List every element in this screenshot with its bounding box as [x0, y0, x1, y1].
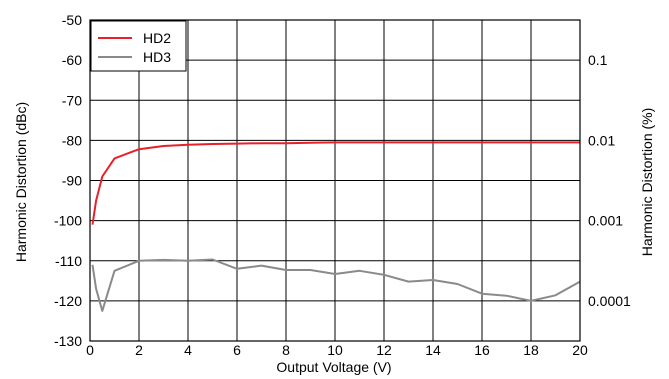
series-line-hd3 [91, 258, 581, 312]
y2-tick-label: 0.001 [588, 213, 623, 229]
x-tick-label: 16 [474, 342, 490, 358]
y-axis-title: Harmonic Distortion (dBc) [13, 102, 29, 262]
x-tick-label: 0 [86, 342, 94, 358]
y-tick-labels: -50 -60 -70 -80 -90 -100 -110 -120 -130 [54, 12, 82, 349]
legend-label-hd3: HD3 [143, 49, 171, 65]
x-tick-label: 10 [327, 342, 343, 358]
y-tick-label: -70 [62, 92, 82, 108]
x-tick-label: 4 [184, 342, 192, 358]
legend-label-hd2: HD2 [143, 30, 171, 46]
x-tick-label: 14 [425, 342, 441, 358]
x-tick-label: 2 [135, 342, 143, 358]
y2-tick-label: 0.1 [588, 52, 608, 68]
y-tick-label: -80 [62, 132, 82, 148]
y-tick-label: -120 [54, 293, 82, 309]
x-tick-label: 6 [233, 342, 241, 358]
y-tick-label: -110 [55, 253, 82, 269]
x-axis-title: Output Voltage (V) [276, 359, 391, 375]
y-tick-label: -90 [62, 173, 82, 189]
y-tick-label: -100 [54, 213, 82, 229]
grid [90, 20, 580, 341]
x-tick-labels: 0 2 4 6 8 10 12 14 16 18 20 [86, 342, 588, 358]
x-tick-label: 12 [376, 342, 392, 358]
y-tick-label: -60 [62, 52, 82, 68]
y2-axis-title: Harmonic Distortion (%) [639, 108, 655, 257]
x-tick-label: 8 [282, 342, 290, 358]
legend: HD2 HD3 [90, 20, 187, 72]
y-tick-label: -50 [62, 12, 82, 28]
y2-tick-labels: 0.1 0.01 0.001 0.0001 [588, 52, 631, 309]
x-tick-label: 18 [523, 342, 539, 358]
y-tick-label: -130 [54, 333, 82, 349]
y2-tick-label: 0.0001 [588, 293, 631, 309]
legend-box [90, 20, 187, 72]
x-tick-label: 20 [572, 342, 588, 358]
y2-tick-label: 0.01 [588, 132, 615, 148]
series-layer [91, 141, 581, 312]
series-line-hd2 [91, 141, 580, 225]
plot-frame [89, 19, 581, 342]
